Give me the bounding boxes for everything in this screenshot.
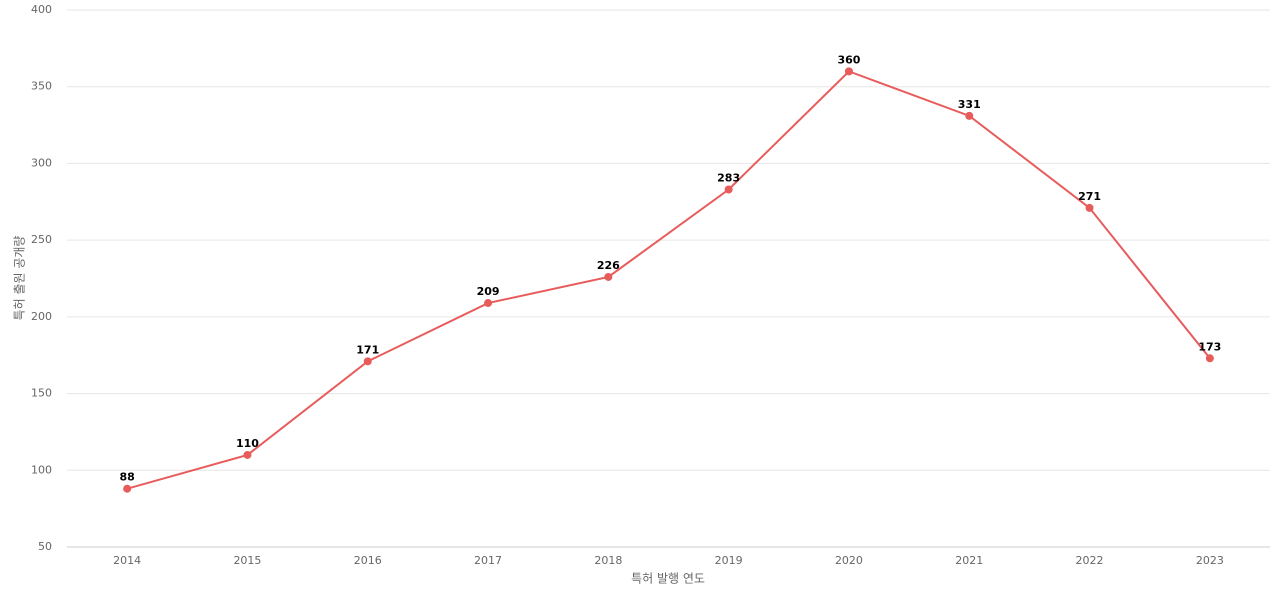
y-tick-label: 50 (38, 540, 52, 553)
value-label: 209 (477, 285, 500, 298)
y-tick-label: 350 (31, 80, 52, 93)
x-axis-label: 특허 발행 연도 (631, 571, 705, 586)
x-tick-label: 2019 (715, 554, 743, 567)
point (243, 450, 252, 459)
value-label: 110 (236, 437, 259, 450)
x-tick-label: 2016 (354, 554, 382, 567)
point (724, 185, 733, 194)
value-label: 88 (119, 471, 134, 484)
y-tick-label: 150 (31, 387, 52, 400)
point (484, 299, 493, 308)
value-label: 171 (356, 343, 379, 356)
y-tick-label: 200 (31, 310, 52, 323)
value-label: 331 (958, 98, 981, 111)
point (1205, 354, 1214, 363)
x-tick-label: 2014 (113, 554, 141, 567)
point (363, 357, 372, 366)
value-label: 283 (717, 172, 740, 185)
x-tick-label: 2022 (1076, 554, 1104, 567)
point (1085, 203, 1094, 212)
x-tick-label: 2023 (1196, 554, 1224, 567)
x-tick-label: 2021 (955, 554, 983, 567)
y-tick-label: 250 (31, 233, 52, 246)
y-tick-label: 300 (31, 156, 52, 169)
value-label: 271 (1078, 190, 1101, 203)
point (604, 272, 613, 281)
point (123, 484, 132, 493)
x-tick-label: 2018 (594, 554, 622, 567)
x-tick-label: 2020 (835, 554, 863, 567)
y-tick-label: 400 (31, 3, 52, 16)
value-label: 226 (597, 259, 620, 272)
value-label: 173 (1198, 340, 1221, 353)
point (844, 67, 853, 76)
x-tick-label: 2017 (474, 554, 502, 567)
value-label: 360 (837, 53, 860, 66)
x-tick-label: 2015 (233, 554, 261, 567)
line (126, 70, 1211, 490)
y-axis-label: 특허 출원 공개량 (13, 236, 27, 321)
point (965, 111, 974, 120)
y-tick-label: 100 (31, 463, 52, 476)
